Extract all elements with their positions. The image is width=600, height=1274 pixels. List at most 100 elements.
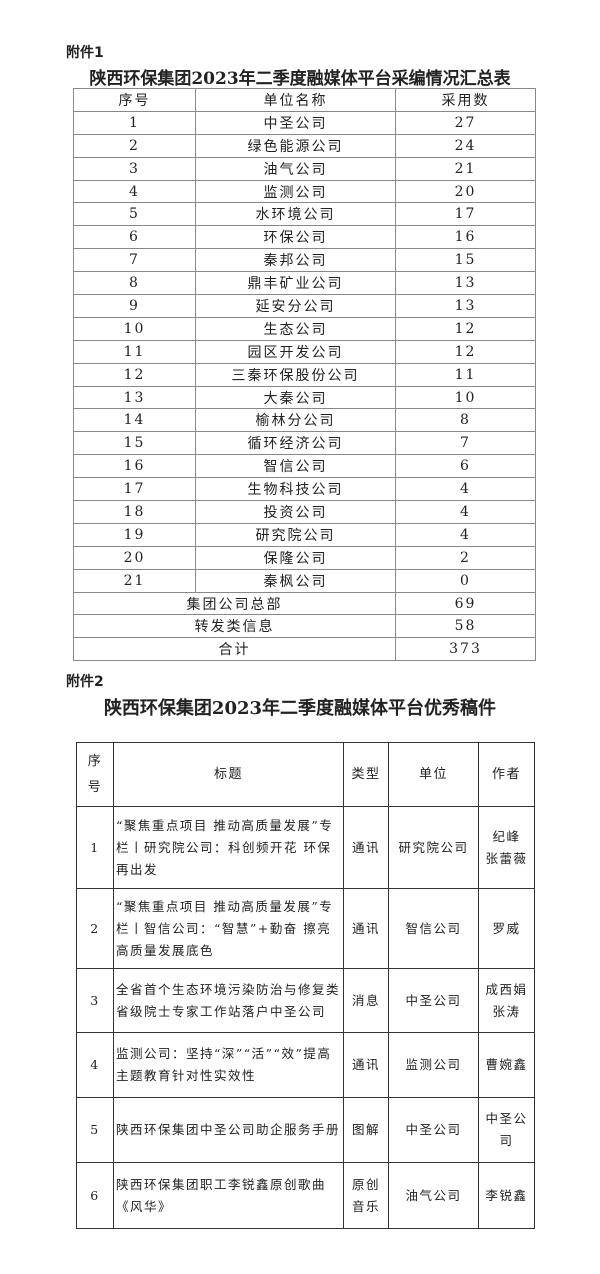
summary-row: 转发类信息 58 [73,614,536,639]
table-row: 11 园区开发公司 12 [73,339,536,364]
count-cell: 13 [395,271,536,296]
unit-cell: 环保公司 [195,225,396,250]
header-count: 采用数 [395,88,536,112]
table-row: 15 循环经济公司 7 [73,431,536,456]
table-row: 1 中圣公司 27 [73,110,536,135]
unit-cell: 中圣公司 [388,968,479,1033]
type-cell: 原创音乐 [343,1162,389,1229]
unit-cell: 秦邦公司 [195,248,396,273]
table-row: 10 生态公司 12 [73,316,536,341]
author-cell: 李锐鑫 [478,1162,535,1229]
table-row: 5 陕西环保集团中圣公司助企服务手册 图解 中圣公司 中圣公司 [76,1097,535,1163]
summary-label-cell: 转发类信息 [73,614,396,639]
index-cell: 4 [76,1032,114,1098]
index-cell: 3 [73,156,196,181]
table-header-row: 序号 标题 类型 单位 作者 [76,742,535,807]
index-cell: 11 [73,339,196,364]
index-cell: 2 [76,888,114,969]
count-cell: 6 [395,454,536,479]
table-row: 3 全省首个生态环境污染防治与修复类省级院士专家工作站落户中圣公司 消息 中圣公司 成西… [76,968,535,1033]
count-cell: 17 [395,202,536,227]
index-cell: 20 [73,545,196,570]
header-index: 序号 [73,88,196,112]
table-row: 13 大秦公司 10 [73,385,536,410]
index-cell: 6 [73,225,196,250]
table-row: 21 秦枫公司 0 [73,568,536,593]
type-cell: 通讯 [343,1032,389,1098]
index-cell: 18 [73,500,196,524]
summary-label-cell: 合计 [73,637,396,662]
unit-cell: 秦枫公司 [195,568,396,593]
index-cell: 6 [76,1162,114,1229]
index-cell: 1 [73,110,196,135]
table-row: 20 保隆公司 2 [73,545,536,570]
index-cell: 9 [73,294,196,318]
index-cell: 3 [76,968,114,1033]
attachment2-title: 陕西环保集团2023年二季度融媒体平台优秀稿件 [103,698,497,719]
unit-cell: 延安分公司 [195,294,396,318]
count-cell: 4 [395,500,536,524]
index-cell: 16 [73,454,196,479]
count-cell: 7 [395,431,536,456]
table-row: 14 榆林分公司 8 [73,408,536,433]
count-cell: 16 [395,225,536,250]
table-row: 1 “聚焦重点项目 推动高质量发展”专栏丨研究院公司：科创频开花 环保再出发 通讯研… [76,806,535,889]
count-cell: 24 [395,133,536,158]
attachment2-label: 附件2 [66,674,104,690]
unit-cell: 研究院公司 [388,806,479,889]
index-cell: 2 [73,133,196,158]
count-cell: 0 [395,568,536,593]
unit-cell: 研究院公司 [195,522,396,547]
count-cell: 11 [395,362,536,387]
author-cell: 罗威 [478,888,535,969]
index-cell: 15 [73,431,196,456]
summary-row: 合计 373 [73,637,536,662]
unit-cell: 循环经济公司 [195,431,396,456]
unit-cell: 油气公司 [195,156,396,181]
index-cell: 5 [76,1097,114,1163]
attachment1-label: 附件1 [66,45,104,61]
table-row: 8 鼎丰矿业公司 13 [73,271,536,296]
header-title: 标题 [113,742,344,807]
table-row: 4 监测公司：坚持“深”“活”“效”提高主题教育针对性实效性 通讯 监测公司 曹婉鑫 [76,1032,535,1098]
table-row: 16 智信公司 6 [73,454,536,479]
table-row: 6 陕西环保集团职工李锐鑫原创歌曲《风华》 原创音乐 油气公司 李锐鑫 [76,1162,535,1229]
table-row: 3 油气公司 21 [73,156,536,181]
index-cell: 13 [73,385,196,410]
count-cell: 58 [395,614,536,639]
count-cell: 2 [395,545,536,570]
index-cell: 14 [73,408,196,433]
index-cell: 1 [76,806,114,889]
index-cell: 19 [73,522,196,547]
table-row: 6 环保公司 16 [73,225,536,250]
table-row: 12 三秦环保股份公司 11 [73,362,536,387]
table-row: 18 投资公司 4 [73,500,536,524]
table-row: 5 水环境公司 17 [73,202,536,227]
count-cell: 69 [395,591,536,616]
title-cell: “聚焦重点项目 推动高质量发展”专栏丨智信公司：“智慧”+勤奋 擦亮高质量发展底… [113,888,344,969]
unit-cell: 大秦公司 [195,385,396,410]
header-index: 序号 [76,742,114,807]
count-cell: 4 [395,477,536,502]
index-cell: 10 [73,316,196,341]
summary-table: 序号 单位名称 采用数 1 中圣公司 27 2 绿色能源公司 24 3 油气公司 21 4 监测公司… [73,88,536,662]
count-cell: 13 [395,294,536,318]
unit-cell: 三秦环保股份公司 [195,362,396,387]
author-cell: 纪峰 张蕾薇 [478,806,535,889]
index-cell: 17 [73,477,196,502]
title-cell: “聚焦重点项目 推动高质量发展”专栏丨研究院公司：科创频开花 环保再出发 [113,806,344,889]
type-cell: 通讯 [343,806,389,889]
table-row: 17 生物科技公司 4 [73,477,536,502]
unit-cell: 智信公司 [388,888,479,969]
summary-row: 集团公司总部 69 [73,591,536,616]
header-unit: 单位 [388,742,479,807]
count-cell: 12 [395,316,536,341]
count-cell: 8 [395,408,536,433]
author-cell: 成西娟 张涛 [478,968,535,1033]
table-header-row: 序号 单位名称 采用数 [73,88,536,112]
unit-cell: 监测公司 [195,179,396,204]
unit-cell: 绿色能源公司 [195,133,396,158]
count-cell: 373 [395,637,536,662]
count-cell: 4 [395,522,536,547]
unit-cell: 保隆公司 [195,545,396,570]
